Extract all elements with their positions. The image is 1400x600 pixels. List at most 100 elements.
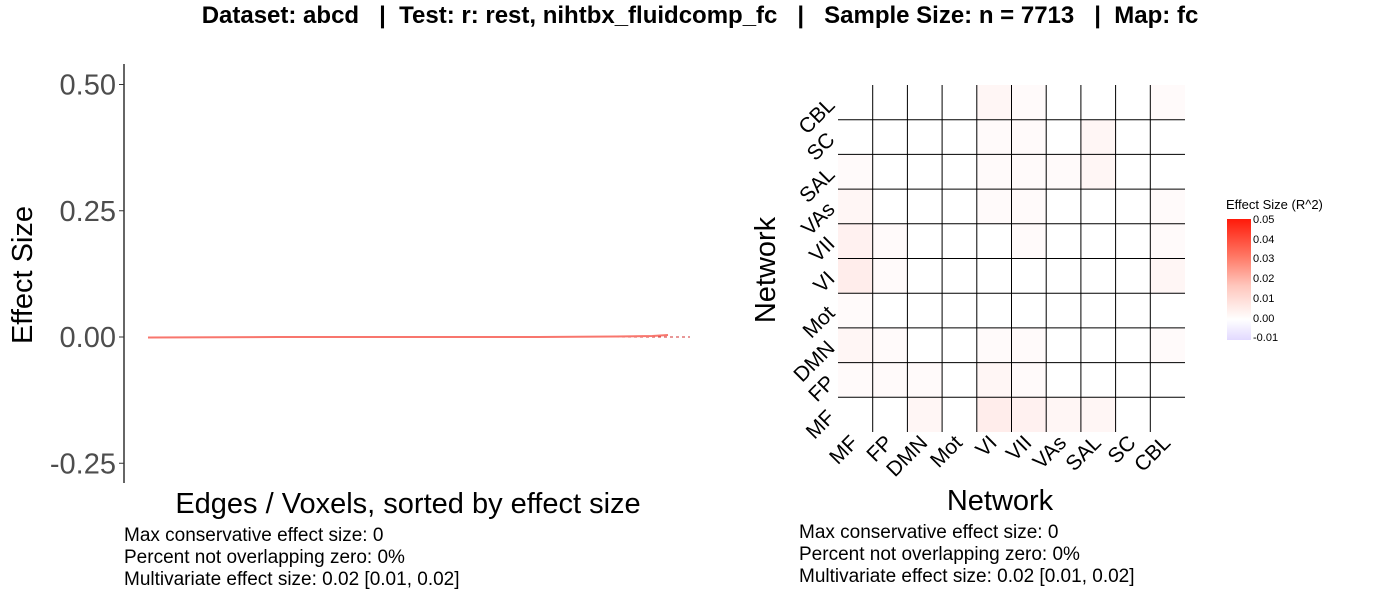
y-tick-label: MF <box>802 406 840 444</box>
y-tick-label: 0.50 <box>60 70 116 102</box>
heatmap-cell <box>1011 258 1047 294</box>
heatmap-cell <box>907 397 943 432</box>
y-tick-label: 0.25 <box>60 196 116 228</box>
x-axis-label: Edges / Voxels, sorted by effect size <box>175 488 640 520</box>
heatmap-cell <box>1046 154 1081 190</box>
heatmap-cell <box>1115 327 1151 363</box>
heatmap-cell <box>1046 119 1081 155</box>
heatmap-cell <box>872 223 908 259</box>
legend-color-bar <box>1227 219 1251 340</box>
heatmap-cell <box>942 258 977 294</box>
heatmap-cell <box>1011 119 1047 155</box>
heatmap-cell <box>942 362 977 398</box>
heatmap-cell <box>942 223 977 259</box>
heatmap-cell <box>907 293 943 328</box>
heatmap-cell <box>976 362 1012 398</box>
heatmap-cell <box>838 189 873 224</box>
heatmap-cell <box>976 154 1012 190</box>
legend-tick-label: 0.03 <box>1253 253 1275 266</box>
heatmap-cell <box>942 397 977 432</box>
heatmap-cell <box>1046 327 1081 363</box>
heatmap-cell <box>838 397 873 432</box>
heatmap-cell <box>1115 397 1151 432</box>
heatmap-cell <box>1080 189 1116 224</box>
y-tick-label: VI <box>809 267 839 297</box>
heatmap-cell <box>976 397 1012 432</box>
heatmap-cell <box>942 189 977 224</box>
x-tick-label: VI <box>971 431 1001 461</box>
heatmap-cell <box>872 119 908 155</box>
y-tick-label: SAL <box>795 163 839 207</box>
heatmap-cell <box>1080 85 1116 120</box>
right-stats: Max conservative effect size: 0 Percent … <box>799 522 1135 588</box>
heatmap-cell <box>838 293 873 328</box>
heatmap-cell <box>1080 119 1116 155</box>
legend-tick-label: 0.05 <box>1253 214 1275 226</box>
heatmap-cell <box>976 327 1012 363</box>
heatmap-cell <box>907 85 943 120</box>
heatmap-cell <box>1046 362 1081 398</box>
y-tick-label: VAs <box>797 198 839 240</box>
heatmap-cell <box>1046 85 1081 120</box>
left-stat-max: Max conservative effect size: 0 <box>124 525 384 546</box>
heatmap-cell <box>838 119 873 155</box>
heatmap-cell <box>838 362 873 398</box>
heatmap-cell <box>1080 293 1116 328</box>
y-tick-label: 0.00 <box>60 322 116 354</box>
heatmap-cell <box>1150 223 1185 259</box>
heatmap-cell <box>1046 189 1081 224</box>
heatmap-cell <box>872 258 908 294</box>
heatmap-cell <box>1150 154 1185 190</box>
heatmap-cell <box>907 258 943 294</box>
y-tick-label: Mot <box>799 302 840 343</box>
heatmap-cell <box>1150 189 1185 224</box>
left-stats: Max conservative effect size: 0 Percent … <box>124 525 460 591</box>
left-stat-percent: Percent not overlapping zero: 0% <box>124 547 405 568</box>
heatmap-cell <box>942 154 977 190</box>
heatmap-cell <box>1080 223 1116 259</box>
effect-size-series-line <box>147 334 669 339</box>
left-stat-multivariate: Multivariate effect size: 0.02 [0.01, 0.… <box>124 569 460 590</box>
heatmap-legend: Effect Size (R^2) 0.05 0.04 0.03 0.02 0.01 0.… <box>1226 197 1323 344</box>
heatmap-cell <box>1115 258 1151 294</box>
heatmap-cell <box>1115 85 1151 120</box>
heatmap-cell <box>872 327 908 363</box>
heatmap-cell <box>1011 223 1047 259</box>
heatmap-cell <box>1080 327 1116 363</box>
legend-tick-label: 0.00 <box>1253 312 1275 325</box>
heatmap-cell <box>1011 189 1047 224</box>
heatmap-cell <box>1011 397 1047 432</box>
heatmap-cell <box>872 85 908 120</box>
x-axis-label: Network <box>947 485 1054 517</box>
effect-size-line-chart: 0.50 0.25 0.00 -0.25 Edges / Voxels, sorted … <box>7 64 690 520</box>
heatmap-cell <box>1150 362 1185 398</box>
y-axis-label: Network <box>750 216 782 323</box>
legend-tick-label: 0.04 <box>1253 233 1275 246</box>
heatmap-cell <box>838 154 873 190</box>
y-axis-label: Effect Size <box>7 206 39 344</box>
heatmap-cell <box>1115 293 1151 328</box>
heatmap-cell <box>1080 154 1116 190</box>
heatmap-cell <box>907 223 943 259</box>
heatmap-cell <box>872 189 908 224</box>
y-tick-label: CBL <box>794 94 839 139</box>
heatmap-cell <box>942 119 977 155</box>
heatmap-cell <box>1150 85 1185 120</box>
y-tick-label: -0.25 <box>50 448 116 480</box>
heatmap-cell <box>1080 258 1116 294</box>
heatmap-cell <box>838 258 873 294</box>
heatmap-cell <box>1115 154 1151 190</box>
heatmap-cell <box>976 258 1012 294</box>
heatmap-cell <box>1150 327 1185 363</box>
heatmap-cell <box>1046 397 1081 432</box>
heatmap-cell <box>907 189 943 224</box>
heatmap-cell <box>976 293 1012 328</box>
heatmap-cell <box>976 119 1012 155</box>
heatmap-cell <box>942 293 977 328</box>
heatmap-cell <box>1115 223 1151 259</box>
heatmap-cell <box>1011 327 1047 363</box>
heatmap-cell <box>1150 293 1185 328</box>
heatmap-cell <box>1011 85 1047 120</box>
x-tick-label: DMN <box>882 431 932 481</box>
